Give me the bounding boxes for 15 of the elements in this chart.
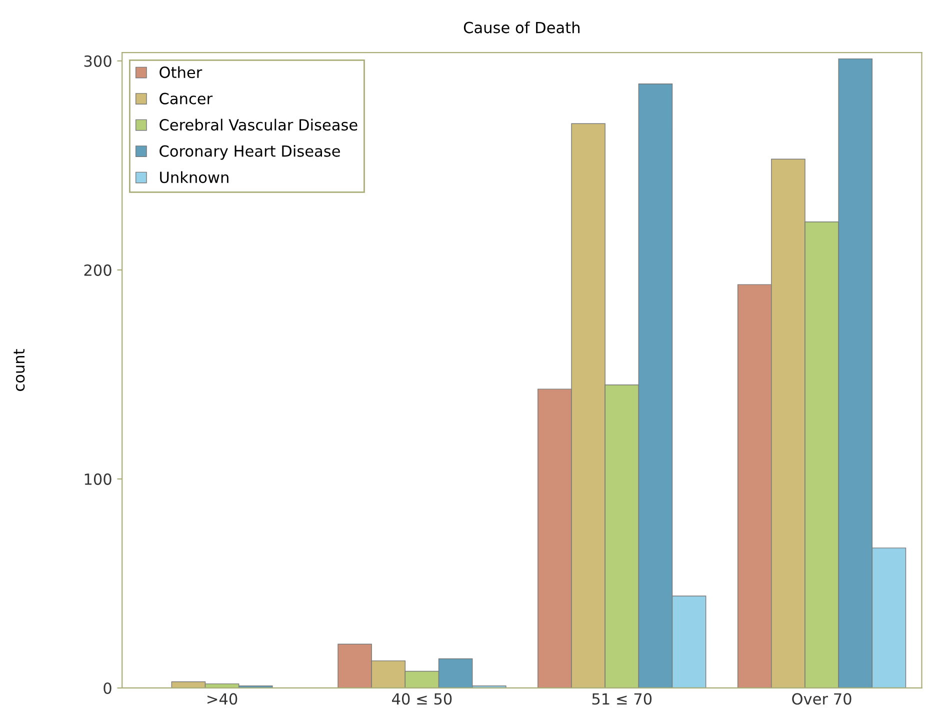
y-axis-title: count xyxy=(14,349,25,391)
legend-label: Unknown xyxy=(160,171,228,184)
chart-title: Cause of Death xyxy=(464,21,580,34)
x-tick-label: >40 xyxy=(208,693,238,705)
x-tick-label: Over 70 xyxy=(792,693,852,705)
legend-label: Other xyxy=(160,66,202,78)
x-tick-label: 51 ≤ 70 xyxy=(592,693,652,705)
y-tick-label: 100 xyxy=(84,473,112,485)
y-tick-label: 300 xyxy=(84,55,112,67)
y-tick-label: 200 xyxy=(84,264,112,276)
y-tick-label: 0 xyxy=(104,682,112,694)
x-tick-label: 40 ≤ 50 xyxy=(392,693,452,705)
legend-label: Cerebral Vascular Disease xyxy=(160,118,358,131)
legend-label: Coronary Heart Disease xyxy=(160,145,340,160)
legend-label: Cancer xyxy=(160,92,213,104)
